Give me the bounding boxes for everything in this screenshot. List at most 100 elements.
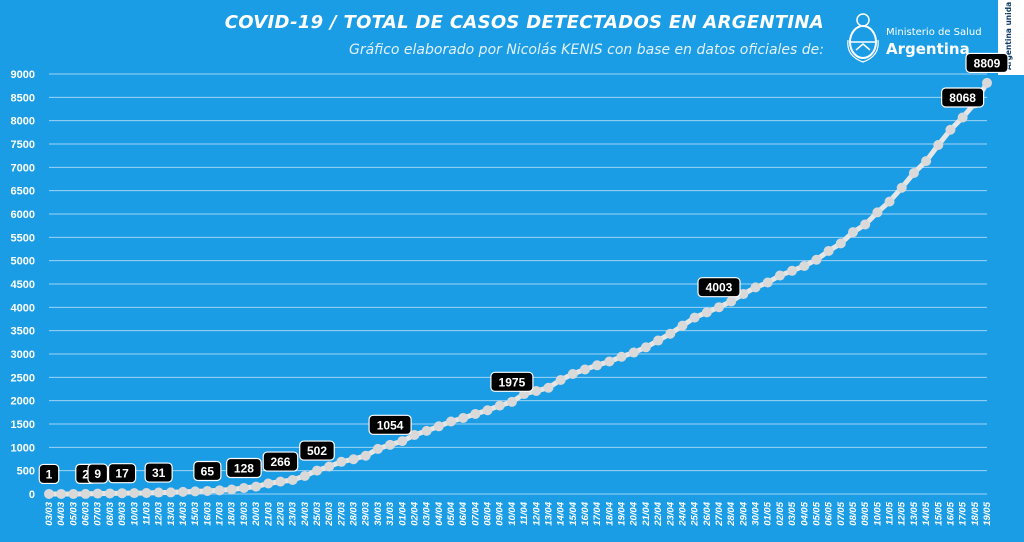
x-tick-label: 19/03 (239, 501, 250, 525)
data-label-text: 9 (94, 467, 101, 481)
logo-ministry-text: Ministerio de Salud (886, 27, 982, 38)
data-point (458, 413, 469, 424)
data-label: 65 (193, 460, 222, 482)
data-label-text: 31 (152, 466, 166, 480)
y-tick-label: 2000 (11, 396, 35, 408)
x-tick-label: 21/04 (641, 501, 652, 526)
y-tick-label: 4500 (11, 279, 35, 291)
chart-title: COVID-19 / TOTAL DE CASOS DETECTADOS EN … (224, 12, 824, 33)
x-tick-label: 12/03 (154, 501, 165, 525)
coat-of-arms-icon (847, 13, 879, 63)
x-tick-label: 04/03 (56, 501, 67, 525)
data-label: 8809 (965, 52, 1009, 74)
data-point (555, 374, 566, 385)
data-point (336, 456, 347, 467)
x-tick-label: 16/05 (945, 501, 956, 525)
data-point (580, 364, 590, 375)
x-tick-label: 09/03 (117, 501, 128, 525)
y-tick-label: 4000 (11, 302, 35, 314)
data-point (324, 461, 335, 472)
x-tick-label: 11/03 (141, 501, 152, 525)
x-tick-label: 08/04 (483, 501, 494, 525)
data-point (714, 302, 724, 313)
data-point (263, 478, 274, 489)
x-tick-label: 13/03 (166, 501, 177, 525)
x-tick-label: 03/03 (44, 501, 55, 525)
data-point (129, 488, 140, 499)
x-tick-label: 24/03 (300, 501, 311, 526)
x-tick-label: 05/03 (68, 501, 79, 525)
x-tick-label: 14/05 (921, 501, 932, 525)
x-tick-label: 03/05 (787, 501, 798, 525)
data-label: 31 (144, 462, 173, 483)
data-point (397, 436, 408, 447)
data-point (921, 156, 932, 167)
data-point (774, 270, 785, 281)
y-tick-label: 3000 (11, 349, 35, 361)
data-point (726, 296, 737, 307)
x-tick-label: 16/03 (202, 501, 213, 525)
data-point (799, 260, 810, 271)
data-point (385, 439, 396, 450)
data-point (360, 450, 371, 461)
data-point (860, 219, 871, 230)
data-point (190, 486, 201, 497)
x-tick-label: 22/04 (653, 501, 664, 526)
data-label-text: 1975 (499, 375, 526, 389)
x-tick-label: 18/03 (227, 501, 238, 525)
x-tick-label: 21/03 (263, 501, 274, 526)
data-point (945, 124, 956, 135)
y-tick-label: 2500 (11, 372, 35, 384)
data-point (653, 335, 664, 346)
data-label-text: 8809 (974, 56, 1001, 70)
y-tick-label: 9000 (11, 69, 35, 81)
data-label-box (697, 277, 741, 298)
x-tick-label: 19/04 (617, 501, 628, 525)
data-point (153, 487, 164, 498)
data-point (482, 405, 493, 416)
data-point (446, 416, 456, 427)
x-tick-label: 15/05 (933, 501, 944, 525)
y-tick-label: 0 (29, 489, 35, 501)
data-point (372, 443, 383, 454)
data-label: 4003 (697, 277, 741, 298)
data-label-box (941, 87, 985, 108)
data-point (251, 481, 262, 492)
data-label-text: 1054 (377, 418, 404, 432)
y-tick-label: 8500 (11, 92, 35, 104)
x-tick-label: 29/04 (738, 501, 749, 526)
x-tick-label: 02/05 (775, 501, 786, 525)
x-tick-label: 14/03 (178, 501, 189, 525)
data-point (640, 342, 651, 353)
data-point (165, 487, 176, 498)
data-label-box (368, 414, 412, 435)
x-tick-label: 19/05 (982, 501, 993, 525)
y-tick-label: 1000 (11, 442, 35, 454)
y-axis: 0 500 1000 1500 2000 2500 3000 3500 4000 4500 5000… (11, 69, 35, 501)
x-tick-label: 16/04 (580, 501, 591, 525)
x-tick-label: 27/04 (714, 501, 725, 526)
data-point (44, 488, 54, 499)
data-point (178, 486, 188, 497)
x-tick-label: 01/05 (763, 501, 774, 525)
x-tick-label: 06/03 (81, 501, 92, 525)
x-tick-label: 22/03 (275, 501, 286, 526)
x-tick-label: 31/03 (385, 501, 396, 525)
series-line (49, 81, 990, 497)
y-tick-label: 1500 (11, 419, 35, 431)
x-tick-label: 08/03 (105, 501, 116, 525)
x-tick-label: 25/03 (312, 501, 323, 526)
data-label-box (193, 460, 222, 482)
x-tick-label: 17/03 (215, 501, 226, 525)
x-tick-label: 26/04 (702, 501, 713, 526)
x-tick-label: 03/04 (422, 501, 433, 525)
data-point (531, 385, 542, 396)
y-tick-label: 3500 (11, 326, 35, 338)
x-tick-label: 13/04 (543, 501, 554, 525)
data-label-box (965, 52, 1009, 74)
data-point (616, 351, 627, 362)
x-tick-label: 13/05 (909, 501, 920, 525)
data-point (238, 483, 249, 494)
x-tick-label: 23/03 (288, 501, 299, 526)
